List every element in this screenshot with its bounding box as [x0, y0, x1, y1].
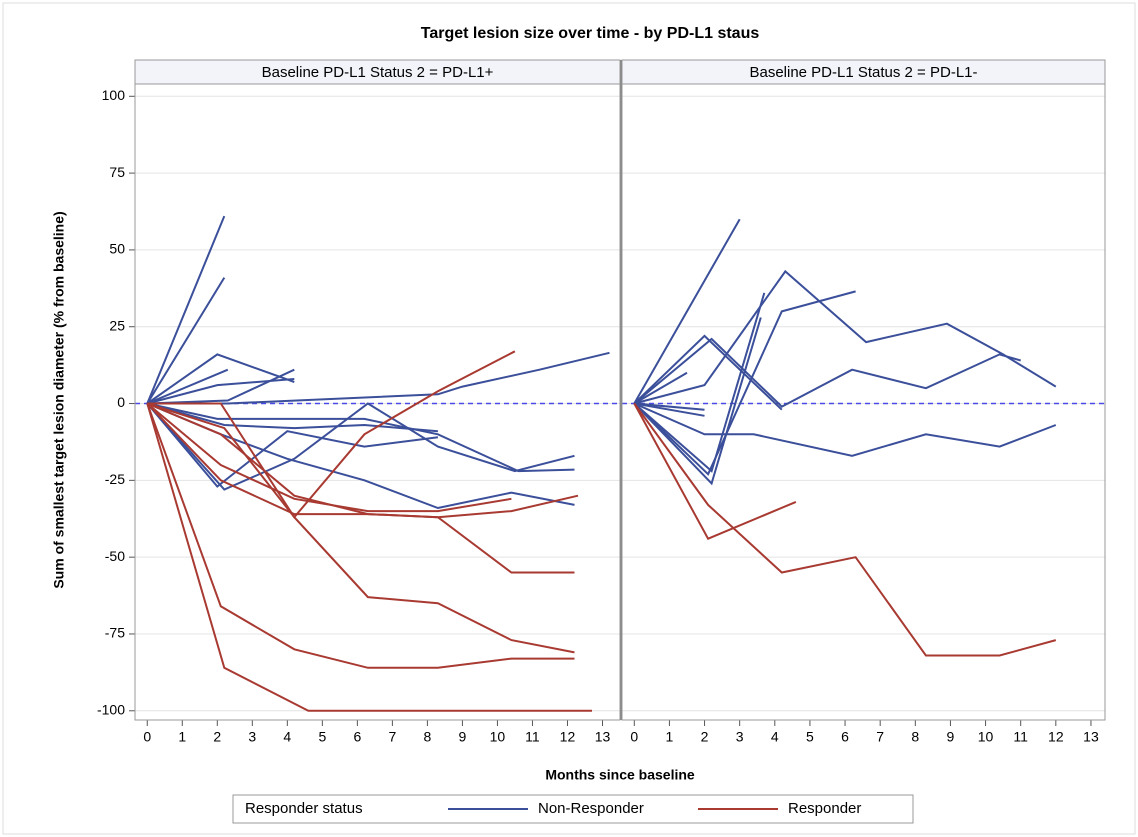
panel-title: Baseline PD-L1 Status 2 = PD-L1+	[262, 64, 494, 81]
x-tick-label: 5	[806, 729, 814, 745]
x-tick-label: 9	[947, 729, 955, 745]
y-tick-label: -25	[105, 471, 125, 487]
x-tick-label: 8	[911, 729, 919, 745]
x-tick-label: 12	[1048, 729, 1064, 745]
series-line	[146, 403, 575, 669]
series-line	[147, 351, 610, 405]
series-line	[633, 290, 856, 476]
y-tick-label: 100	[102, 87, 126, 103]
series-line	[633, 402, 1057, 657]
panel-frame	[134, 83, 621, 721]
x-tick-label: 2	[213, 729, 221, 745]
x-tick-label: 12	[560, 729, 576, 745]
x-tick-label: 3	[248, 729, 256, 745]
x-tick-label: 1	[178, 729, 186, 745]
legend-title: Responder status	[245, 800, 363, 817]
x-tick-label: 11	[525, 729, 540, 745]
series-line	[633, 292, 766, 473]
series-line	[146, 402, 575, 574]
x-tick-label: 1	[666, 729, 674, 745]
series-line	[147, 402, 438, 433]
y-tick-label: 0	[117, 394, 125, 410]
series-line	[633, 317, 762, 486]
x-axis-label: Months since baseline	[545, 767, 695, 783]
y-tick-label: 50	[109, 241, 125, 257]
series-line	[146, 402, 575, 491]
y-tick-label: -75	[105, 625, 125, 641]
y-tick-label: -50	[105, 548, 125, 564]
panel-frame	[621, 83, 1106, 721]
series-line	[633, 337, 1021, 408]
x-tick-label: 9	[459, 729, 467, 745]
x-tick-label: 3	[736, 729, 744, 745]
panel-header	[134, 59, 621, 85]
series-line	[146, 277, 226, 405]
x-tick-label: 11	[1013, 729, 1028, 745]
panel-header	[621, 59, 1106, 85]
legend	[232, 794, 914, 824]
series-line	[146, 368, 229, 405]
series-line	[146, 403, 592, 712]
x-tick-label: 6	[841, 729, 849, 745]
x-tick-label: 13	[595, 729, 611, 745]
series-line	[146, 353, 295, 405]
x-tick-label: 4	[771, 729, 779, 745]
legend-label: Responder	[788, 800, 861, 817]
series-line	[147, 402, 575, 654]
series-line	[146, 350, 516, 519]
x-tick-label: 6	[353, 729, 361, 745]
series-line	[633, 218, 741, 404]
x-tick-label: 7	[876, 729, 884, 745]
x-tick-label: 4	[283, 729, 291, 745]
chart-title: Target lesion size over time - by PD-L1 …	[421, 25, 760, 42]
y-tick-label: 25	[109, 317, 125, 333]
series-line	[146, 402, 439, 488]
series-line	[633, 334, 783, 411]
series-line	[634, 402, 705, 411]
x-tick-label: 10	[490, 729, 506, 745]
x-tick-label: 0	[630, 729, 638, 745]
x-tick-label: 7	[388, 729, 396, 745]
x-tick-label: 8	[424, 729, 432, 745]
y-axis-label: Sum of smallest target lesion diameter (…	[51, 211, 67, 588]
panel-title: Baseline PD-L1 Status 2 = PD-L1-	[749, 64, 977, 81]
series-line	[634, 269, 1057, 405]
x-tick-label: 5	[318, 729, 326, 745]
x-tick-label: 10	[978, 729, 994, 745]
series-line	[633, 402, 1057, 457]
y-tick-label: -100	[97, 701, 125, 717]
series-line	[633, 403, 797, 540]
x-tick-label: 2	[701, 729, 709, 745]
x-tick-label: 13	[1083, 729, 1099, 745]
series-line	[146, 215, 226, 404]
y-tick-label: 75	[109, 164, 125, 180]
series-line	[634, 402, 705, 417]
legend-label: Non-Responder	[538, 800, 644, 817]
series-line	[633, 371, 688, 405]
x-tick-label: 0	[143, 729, 151, 745]
